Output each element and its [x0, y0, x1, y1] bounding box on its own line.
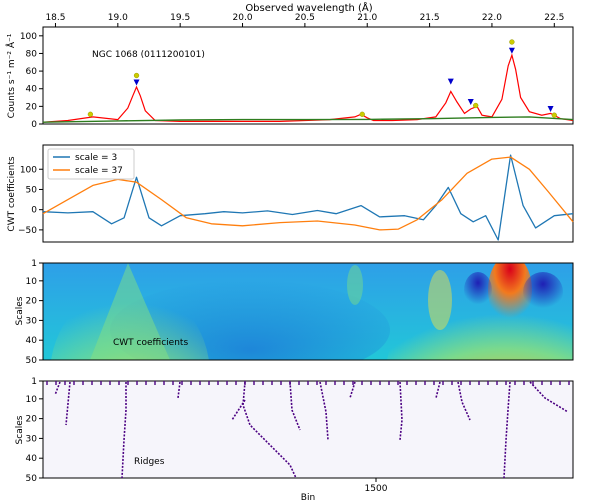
peak-marker-2	[467, 98, 474, 105]
heatmap-y-tick-label-2: 20	[26, 297, 38, 307]
spectrum-y-ticks: 0 20 40 60 80 100	[20, 32, 43, 130]
heatmap-peak-spot	[488, 263, 532, 325]
ridges-y-label: Scales	[15, 415, 25, 444]
continuum-line	[42, 116, 574, 123]
cwt-y-tick-label-3: −50	[18, 226, 37, 236]
ridges-y-tick-label-1: 10	[26, 395, 38, 405]
heatmap-hot-left	[51, 285, 209, 360]
heatmap-y-tick-label-0: 1	[31, 259, 37, 269]
heatmap-frame	[42, 262, 574, 361]
spectrum-y-tick-label-3: 60	[26, 67, 38, 77]
heatmap-y-tick-label-3: 30	[26, 316, 38, 326]
candidate-marker-5	[551, 112, 557, 118]
spectrum-y-label: Counts s⁻¹ m⁻² Å⁻¹	[5, 33, 17, 118]
spectrum-y-tick-label-0: 0	[31, 120, 37, 130]
top-tick-label-4: 20.5	[295, 13, 315, 23]
top-tick-label-7: 22.0	[482, 13, 502, 23]
ridge-line-2	[231, 399, 246, 421]
legend-label-scale-37: scale = 37	[75, 166, 123, 176]
peak-marker-0	[133, 79, 140, 86]
ridges-frame	[42, 380, 574, 479]
spectrum-y-tick-label-4: 80	[26, 49, 38, 59]
heatmap-y-tick-label-1: 10	[26, 277, 38, 287]
heatmap-dark-right	[523, 272, 563, 312]
heatmap-minor-peak	[347, 265, 363, 305]
top-tick-label-0: 18.5	[45, 13, 65, 23]
top-tick-label-1: 19.0	[108, 13, 128, 23]
candidate-marker-2	[359, 111, 365, 117]
top-tick-label-5: 21.0	[357, 13, 377, 23]
spectrum-annotation: NGC 1068 (0111200101)	[92, 50, 205, 60]
candidate-marker-4	[509, 39, 515, 45]
heatmap-annotation: CWT coefficients	[113, 338, 188, 348]
bottom-tick-label: 1500	[365, 484, 388, 494]
top-tick-label-6: 21.5	[420, 13, 440, 23]
ridges-y-tick-label-3: 30	[26, 434, 38, 444]
heatmap-secondary-peak	[428, 270, 452, 330]
cwt-line-1	[42, 156, 574, 231]
ridges-y-tick-label-5: 50	[26, 474, 38, 484]
heatmap-y-label: Scales	[15, 296, 25, 325]
cwt-axes-frame	[42, 144, 574, 243]
legend-label-scale-3: scale = 3	[75, 153, 117, 163]
ridge-line-3	[289, 381, 301, 431]
spectrum-y-tick-label-5: 100	[20, 32, 37, 42]
ridge-line-11	[177, 381, 181, 399]
ridges-panel: 1 10 20 30 40 50 Scales Ridges 1500 Bin	[15, 377, 574, 502]
ridge-line-13	[435, 381, 441, 399]
ridges-annotation: Ridges	[134, 457, 165, 467]
ridge-lines	[46, 381, 570, 479]
cwt-y-tick-label-0: 100	[20, 165, 37, 175]
cwt-panel: 100 50 0 −50 CWT coefficients scale = 3 sca…	[7, 144, 574, 243]
bottom-axis-label: Bin	[301, 493, 315, 502]
candidate-marker-0	[87, 111, 94, 117]
top-tick-label-8: 22.5	[544, 13, 564, 23]
cwt-line-0	[42, 154, 574, 241]
top-axis-label: Observed wavelength (Å)	[245, 1, 372, 14]
ridges-y-tick-label-0: 1	[31, 377, 37, 387]
top-axis-ticks: 18.5 19.0 19.5 20.0 20.5 21.0 21.5 22.0 22.5	[45, 13, 564, 27]
ridge-line-8	[503, 381, 511, 479]
ridge-line-12	[54, 381, 61, 396]
heatmap-y-tick-label-4: 40	[26, 336, 38, 346]
cwt-y-ticks: 100 50 0 −50	[18, 165, 43, 236]
ridge-line-10	[65, 381, 71, 426]
ridges-y-tick-label-2: 20	[26, 415, 38, 425]
heatmap-y-ticks: 1 10 20 30 40 50	[26, 259, 43, 366]
spectrum-markers	[87, 39, 557, 118]
top-tick-label-3: 20.0	[233, 13, 253, 23]
spectrum-series	[42, 53, 574, 123]
spectrum-line	[42, 53, 574, 123]
heatmap-dark-left	[464, 272, 492, 308]
spectrum-y-tick-label-1: 20	[26, 102, 38, 112]
cwt-series	[42, 154, 574, 241]
ridge-line-4	[319, 381, 329, 441]
peak-marker-4	[547, 106, 554, 113]
cwt-y-tick-label-1: 50	[26, 185, 38, 195]
top-tick-label-2: 19.5	[170, 13, 190, 23]
peak-marker-1	[447, 78, 454, 85]
spectrum-panel: Observed wavelength (Å) 18.5 19.0 19.5 20.0…	[5, 1, 574, 130]
spectrum-axes-frame	[42, 26, 574, 125]
cwt-y-tick-label-2: 0	[31, 206, 37, 216]
ridges-y-ticks: 1 10 20 30 40 50	[26, 377, 43, 484]
spectrum-y-tick-label-2: 40	[26, 85, 38, 95]
cwt-y-label: CWT coefficients	[7, 156, 17, 231]
candidate-marker-1	[133, 72, 140, 79]
heatmap-y-tick-label-5: 50	[26, 356, 38, 366]
candidate-marker-3	[473, 102, 479, 109]
ridges-y-tick-label-4: 40	[26, 454, 38, 464]
cwt-legend: scale = 3 scale = 37	[47, 148, 135, 180]
peak-marker-3	[508, 47, 515, 54]
cwt-heatmap-panel: 1 10 20 30 40 50 Scales CWT coefficients	[15, 259, 574, 366]
ridge-line-5	[349, 381, 356, 399]
ridge-line-0	[121, 382, 127, 479]
ridge-line-9	[529, 381, 569, 413]
